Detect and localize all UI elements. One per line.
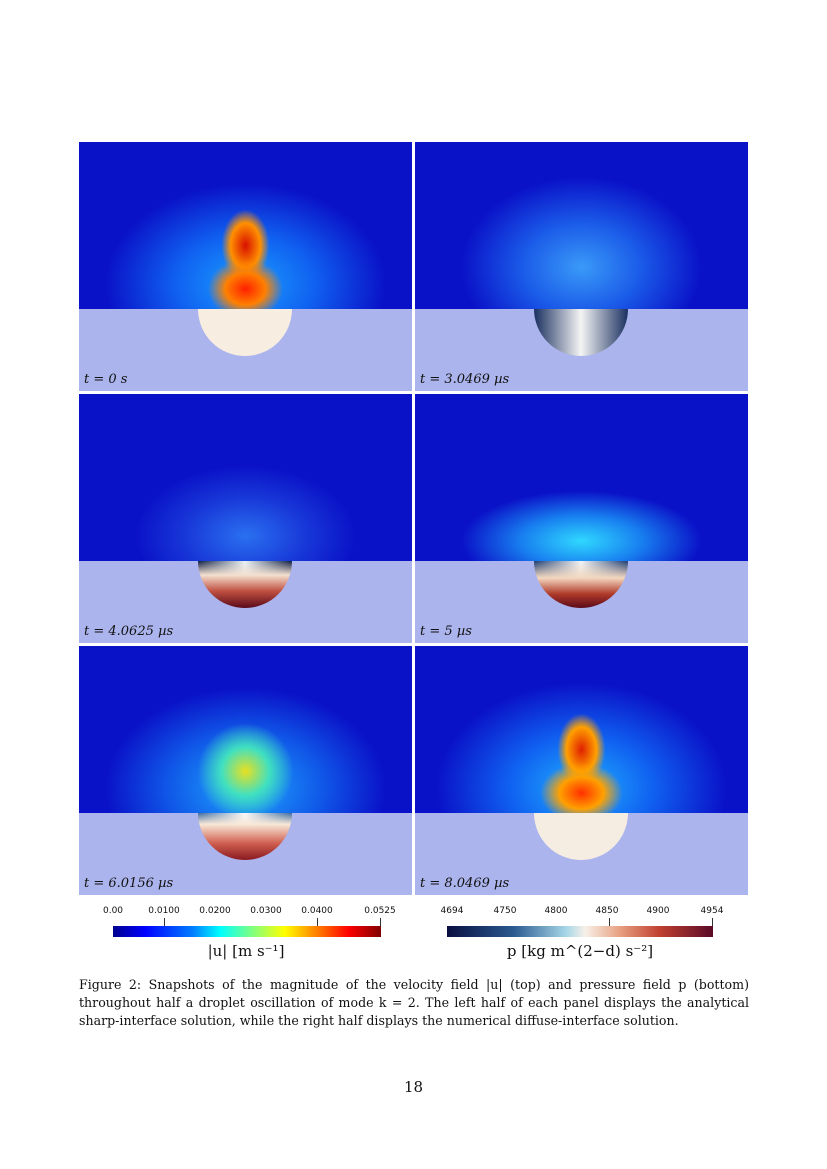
velocity-tick: 0.0525	[364, 906, 396, 916]
velocity-field	[415, 142, 748, 309]
panel-label: t = 0 s	[84, 372, 128, 387]
pressure-colorbar	[447, 926, 713, 937]
tick-mark	[317, 918, 318, 926]
velocity-field	[415, 394, 748, 561]
velocity-field	[79, 142, 412, 309]
pressure-tick: 4694	[440, 906, 464, 916]
velocity-field	[79, 646, 412, 813]
pressure-tick: 4800	[544, 906, 568, 916]
velocity-tick: 0.0200	[199, 906, 231, 916]
tick-mark	[164, 918, 165, 926]
pressure-tick: 4900	[646, 906, 670, 916]
pressure-tick: 4954	[700, 906, 724, 916]
velocity-tick: 0.0100	[148, 906, 180, 916]
velocity-field	[79, 394, 412, 561]
tick-mark	[609, 918, 610, 926]
panel-label: t = 8.0469 µs	[420, 876, 510, 891]
figure-grid: t = 0 s t = 3.0469 µs t = 4.0625 µs t = …	[79, 142, 749, 897]
panel-t0: t = 0 s	[79, 142, 412, 391]
panel-t5: t = 8.0469 µs	[415, 646, 748, 895]
panel-t1: t = 3.0469 µs	[415, 142, 748, 391]
panel-label: t = 6.0156 µs	[84, 876, 174, 891]
velocity-tick: 0.0300	[250, 906, 282, 916]
panel-t4: t = 6.0156 µs	[79, 646, 412, 895]
pressure-tick: 4750	[493, 906, 517, 916]
panel-label: t = 5 µs	[420, 624, 472, 639]
velocity-tick: 0.0400	[301, 906, 333, 916]
panel-t3: t = 5 µs	[415, 394, 748, 643]
panel-label: t = 4.0625 µs	[84, 624, 174, 639]
figure-caption: Figure 2: Snapshots of the magnitude of …	[79, 977, 749, 1028]
velocity-colorbar-label: |u| [m s⁻¹]	[207, 942, 285, 960]
panel-t2: t = 4.0625 µs	[79, 394, 412, 643]
velocity-colorbar	[113, 926, 381, 937]
page-number: 18	[403, 1078, 424, 1096]
pressure-tick: 4850	[595, 906, 619, 916]
pressure-colorbar-label: p [kg m^(2−d) s⁻²]	[506, 942, 654, 960]
tick-mark	[712, 918, 713, 926]
panel-label: t = 3.0469 µs	[420, 372, 510, 387]
tick-mark	[380, 918, 381, 926]
velocity-tick: 0.00	[102, 906, 124, 916]
velocity-field	[415, 646, 748, 813]
